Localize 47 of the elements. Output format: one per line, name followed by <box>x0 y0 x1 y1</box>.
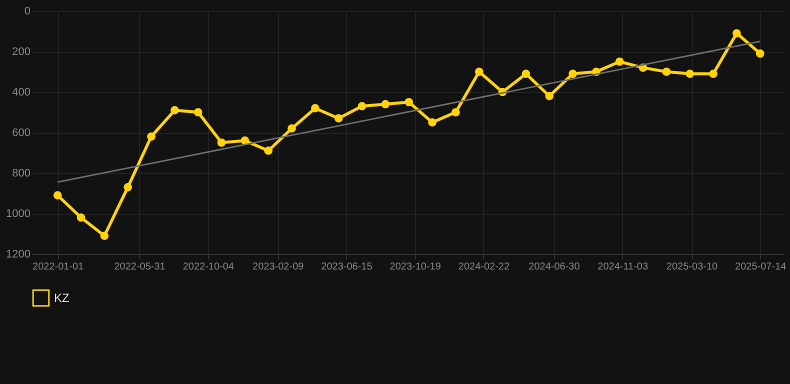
point <box>709 70 718 78</box>
legend-label: KZ <box>54 291 70 305</box>
y-tick-label: 1200 <box>6 248 30 260</box>
point <box>124 183 132 192</box>
point <box>662 68 671 76</box>
x-tick-label: 2025-03-10 <box>666 262 718 272</box>
point <box>522 70 530 78</box>
point <box>545 92 554 100</box>
point <box>100 232 109 240</box>
point <box>428 118 436 127</box>
y-tick-label: 1000 <box>6 208 30 220</box>
point <box>474 68 484 76</box>
y-tick-label: 200 <box>12 46 30 58</box>
point <box>615 57 624 66</box>
point <box>76 213 86 222</box>
x-tick-label: 2023-02-09 <box>252 262 304 272</box>
point <box>264 146 273 155</box>
point <box>334 114 343 122</box>
point <box>568 70 577 78</box>
point <box>686 70 694 78</box>
x-tick-label: 2022-01-01 <box>32 262 84 272</box>
point <box>147 132 156 141</box>
point <box>404 98 414 106</box>
point <box>358 102 366 110</box>
x-tick-label: 2023-10-19 <box>390 262 442 272</box>
point <box>732 29 741 38</box>
y-tick-label: 0 <box>24 6 30 18</box>
y-tick-label: 600 <box>12 127 30 139</box>
x-tick-label: 2024-06-30 <box>528 262 580 272</box>
point <box>53 191 62 200</box>
x-tick-label: 2023-06-15 <box>321 262 373 272</box>
point <box>240 136 250 145</box>
x-tick-label: 2025-07-14 <box>735 262 787 272</box>
point <box>311 104 320 112</box>
x-tick-label: 2022-10-04 <box>182 262 234 272</box>
point <box>288 124 296 133</box>
y-tick-label: 400 <box>12 86 30 98</box>
point <box>452 108 460 116</box>
x-tick-label: 2024-11-03 <box>598 262 648 272</box>
point <box>194 108 202 116</box>
point <box>381 100 390 108</box>
y-tick-label: 800 <box>12 168 30 180</box>
point <box>217 138 226 147</box>
x-tick-label: 2022-05-31 <box>114 262 166 272</box>
x-tick-label: 2024-02-22 <box>458 262 510 272</box>
point <box>756 49 764 58</box>
point <box>170 106 179 114</box>
